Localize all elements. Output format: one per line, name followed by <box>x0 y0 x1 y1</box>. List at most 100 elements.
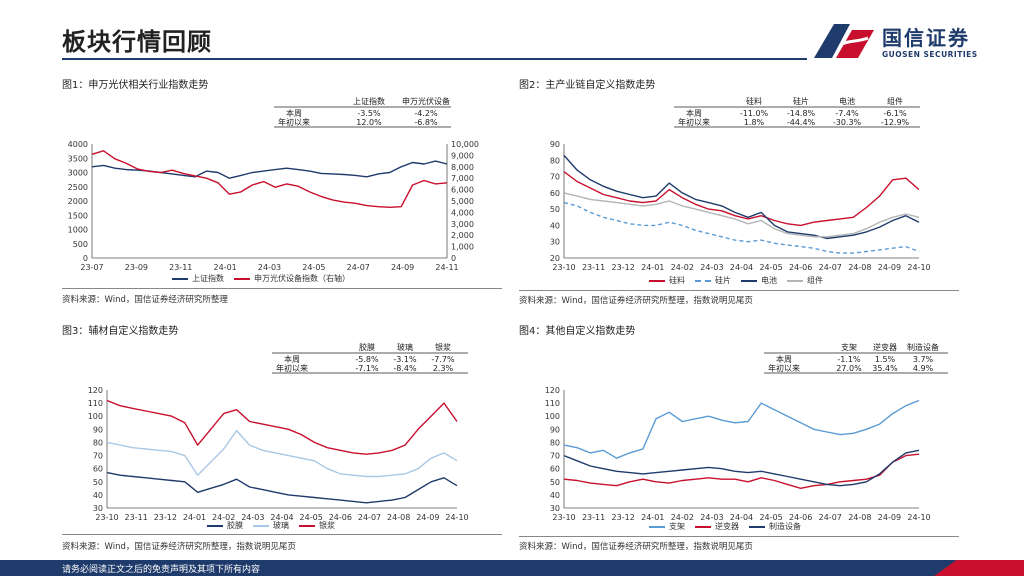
table-cell: -7.1% <box>355 364 379 373</box>
x-tick-label: 24-08 <box>848 513 871 522</box>
table-cell: 35.4% <box>872 364 898 373</box>
series-line-制造设备 <box>563 449 920 487</box>
chart-title: 图2：主产业链自定义指数走势 <box>519 80 656 91</box>
series-line-玻璃 <box>106 429 458 478</box>
series-line-硅片 <box>563 201 920 254</box>
legend-item: 硅料 <box>649 275 685 286</box>
y2-tick-label: 3,000 <box>451 220 474 229</box>
x-tick-label: 23-10 <box>95 513 118 522</box>
x-tick-label: 24-03 <box>258 263 281 272</box>
table-cell: -6.1% <box>883 109 907 118</box>
source-rule <box>62 534 502 535</box>
y2-tick-label: 10,000 <box>451 140 479 149</box>
y-tick-label: 4000 <box>68 140 88 149</box>
series-line-胶膜 <box>106 471 458 504</box>
y-tick-label: 500 <box>73 240 88 249</box>
x-tick-label: 24-09 <box>416 513 439 522</box>
y-tick-label: 50 <box>93 478 103 487</box>
table-header: 胶膜 <box>359 342 375 352</box>
x-tick-label: 23-07 <box>80 263 103 272</box>
legend-item: 逆变器 <box>695 521 739 532</box>
legend-item: 申万光伏设备指数（右轴） <box>234 273 350 284</box>
y-tick-label: 3000 <box>68 169 88 178</box>
x-tick-label: 24-04 <box>270 513 293 522</box>
x-tick-label: 24-07 <box>358 513 381 522</box>
x-tick-label: 23-11 <box>582 513 605 522</box>
y-tick-label: 80 <box>550 438 560 447</box>
chart-source: 资料来源：Wind，国信证券经济研究所整理，指数说明见尾页 <box>62 542 296 552</box>
x-tick-label: 24-05 <box>300 513 323 522</box>
source-rule <box>519 290 959 291</box>
y-tick-label: 70 <box>93 452 103 461</box>
legend-label: 胶膜 <box>227 521 243 530</box>
y-tick-label: 0 <box>83 254 88 263</box>
chart-panel-1: 图1：申万光伏相关行业指数走势 上证指数 申万光伏设备 本周 -3.5% -4.2% 年初… <box>62 76 518 308</box>
footer-accent <box>934 560 1024 576</box>
legend-label: 玻璃 <box>273 521 289 530</box>
table-header: 上证指数 <box>353 96 385 106</box>
table-row-label: 本周 <box>284 354 300 364</box>
legend-label: 组件 <box>807 276 823 285</box>
y-tick-label: 30 <box>550 238 560 247</box>
table-cell: -6.8% <box>414 118 438 127</box>
x-tick-label: 24-07 <box>347 263 370 272</box>
y-tick-label: 2000 <box>68 197 88 206</box>
y2-tick-label: 6,000 <box>451 186 474 195</box>
x-tick-label: 24-05 <box>759 263 782 272</box>
y-tick-label: 120 <box>88 386 103 395</box>
table-cell: 3.7% <box>913 355 934 364</box>
legend-item: 电池 <box>741 275 777 286</box>
legend-label: 电池 <box>761 276 777 285</box>
table-cell: -11.0% <box>740 109 769 118</box>
y-tick-label: 1500 <box>68 211 88 220</box>
y-tick-label: 30 <box>550 504 560 513</box>
x-tick-label: 24-03 <box>700 513 723 522</box>
table-cell: 1.8% <box>744 118 765 127</box>
x-tick-label: 24-05 <box>302 263 325 272</box>
x-tick-label: 24-07 <box>819 513 842 522</box>
table-row-label: 本周 <box>686 108 702 118</box>
table-cell: -12.9% <box>881 118 910 127</box>
table-header: 硅片 <box>793 96 809 106</box>
y2-tick-label: 8,000 <box>451 163 474 172</box>
y-tick-label: 60 <box>93 465 103 474</box>
chart-panel-4: 图4：其他自定义指数走势 支架 逆变器 制造设备 本周 -1.1% 1.5% 3.7% 年初以… <box>519 322 975 554</box>
chart-legend: 胶膜 玻璃 银浆 <box>207 520 335 531</box>
table-row-label: 本周 <box>286 108 302 118</box>
y-tick-label: 40 <box>93 491 103 500</box>
x-tick-label: 24-03 <box>241 513 264 522</box>
table-row-label: 年初以来 <box>278 117 310 127</box>
x-tick-label: 24-07 <box>819 263 842 272</box>
x-tick-label: 24-09 <box>878 263 901 272</box>
chart-legend: 硅料 硅片 电池 组件 <box>649 275 823 286</box>
legend-label: 硅料 <box>669 276 685 285</box>
y-tick-label: 40 <box>550 491 560 500</box>
x-tick-label: 24-08 <box>387 513 410 522</box>
table-header: 支架 <box>841 342 857 352</box>
chart-panel-3: 图3：辅材自定义指数走势 胶膜 玻璃 银浆 本周 -5.8% -3.1% -7.7% 年初以来… <box>62 322 518 554</box>
source-rule <box>519 536 959 537</box>
x-tick-label: 23-12 <box>612 263 635 272</box>
y-tick-label: 80 <box>93 438 103 447</box>
x-tick-label: 24-01 <box>214 263 237 272</box>
y-tick-label: 90 <box>550 140 560 149</box>
table-cell: -4.2% <box>414 109 438 118</box>
x-tick-label: 23-09 <box>125 263 148 272</box>
y-tick-label: 70 <box>550 452 560 461</box>
y2-tick-label: 1,000 <box>451 243 474 252</box>
chart-title: 图4：其他自定义指数走势 <box>519 326 636 337</box>
y-tick-label: 50 <box>550 205 560 214</box>
table-header: 电池 <box>839 96 855 106</box>
legend-label: 申万光伏设备指数（右轴） <box>254 274 350 283</box>
table-cell: -3.1% <box>393 355 417 364</box>
x-tick-label: 24-06 <box>329 513 352 522</box>
series-line-逆变器 <box>563 453 920 490</box>
y-tick-label: 60 <box>550 465 560 474</box>
x-tick-label: 24-10 <box>445 513 468 522</box>
footer-disclaimer: 请务必阅读正文之后的免责声明及其项下所有内容 <box>62 565 261 575</box>
table-row-label: 本周 <box>776 354 792 364</box>
x-tick-label: 24-04 <box>730 513 753 522</box>
x-tick-label: 23-11 <box>169 263 192 272</box>
